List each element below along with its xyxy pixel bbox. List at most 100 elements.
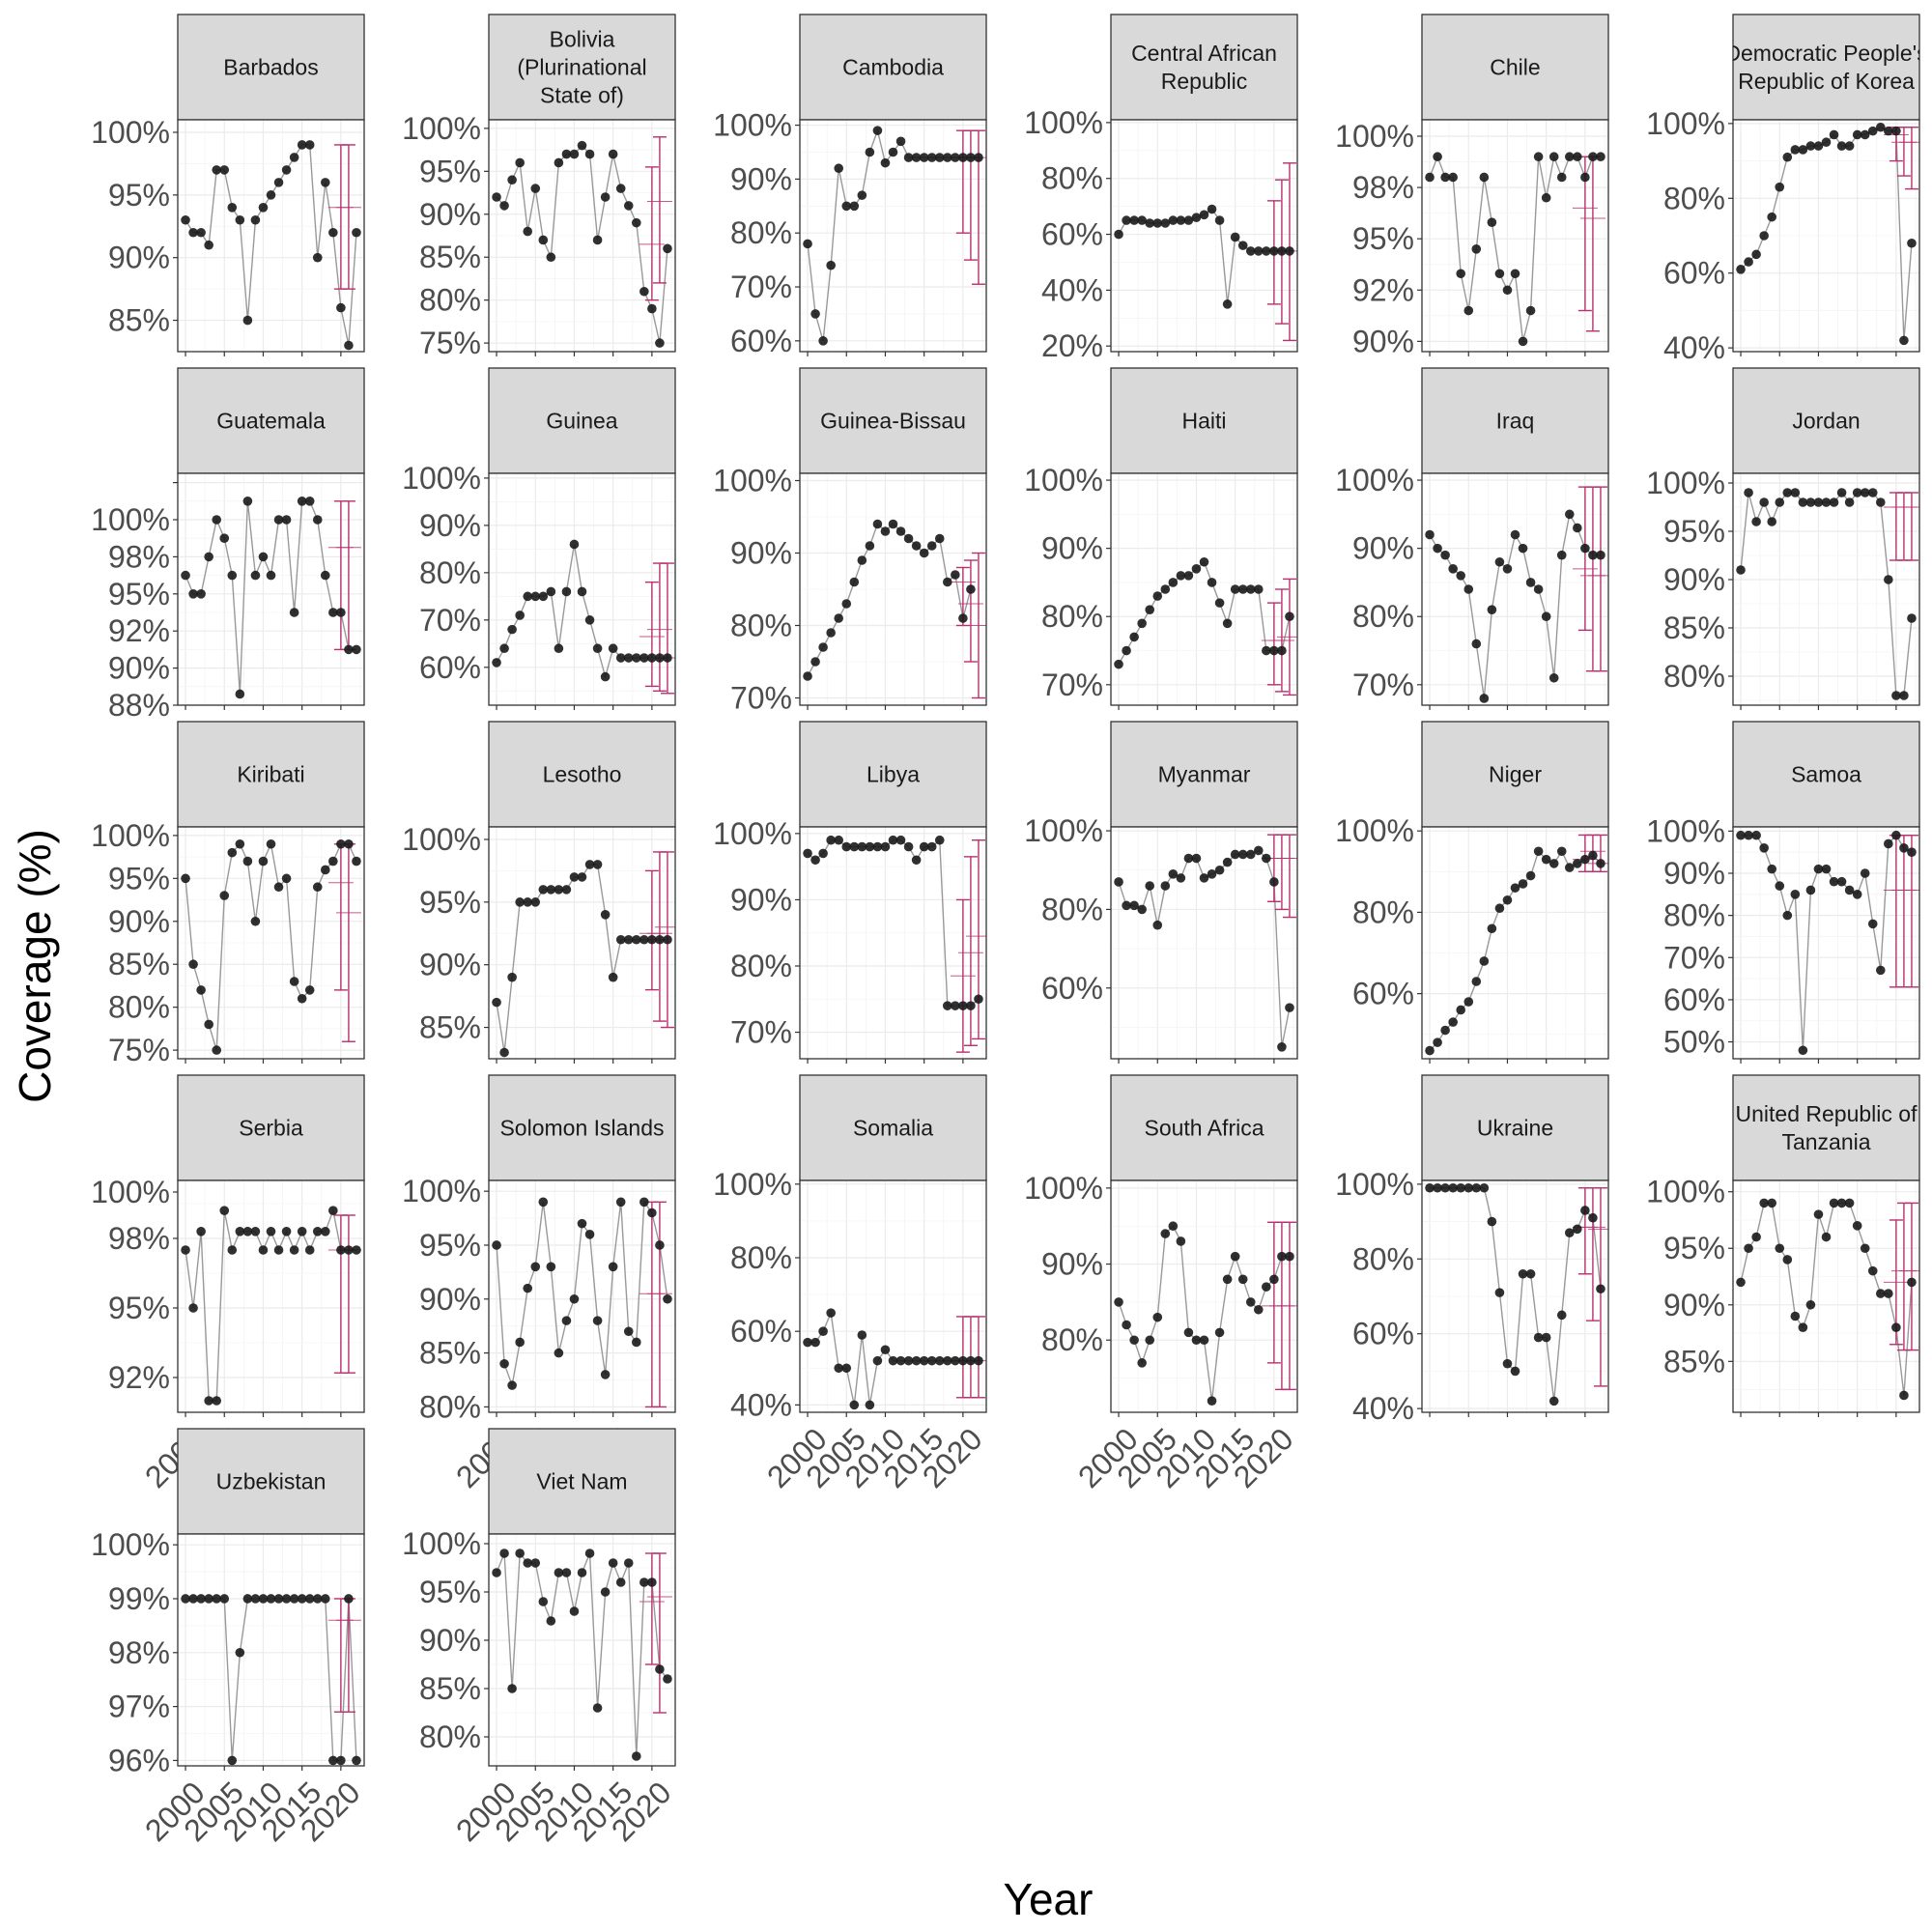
y-tick-label: 90% (1352, 324, 1414, 358)
data-point-2004 (834, 835, 844, 845)
data-point-2016 (1860, 868, 1870, 878)
data-point-2012 (1518, 1268, 1528, 1279)
data-point-2017 (1245, 584, 1256, 594)
panel-strip (177, 1074, 365, 1181)
y-tick-label: 98% (108, 1221, 170, 1256)
data-point-2001 (499, 1548, 509, 1558)
data-point-2015 (1230, 1251, 1240, 1262)
data-point-2014 (289, 1594, 299, 1604)
data-point-2006 (1471, 244, 1482, 254)
data-point-2006 (538, 885, 549, 895)
data-point-2012 (1518, 543, 1528, 554)
data-point-2022 (974, 1355, 983, 1366)
plot-background (1733, 827, 1919, 1059)
data-point-2015 (297, 497, 307, 506)
data-point-2009 (561, 586, 572, 597)
data-point-2009 (872, 1355, 883, 1366)
data-point-2017 (1556, 1310, 1567, 1321)
data-point-2009 (250, 1227, 261, 1236)
data-point-2013 (1525, 305, 1536, 316)
data-point-2010 (880, 841, 891, 852)
y-tick-label: 85% (419, 1336, 481, 1371)
data-point-2019 (328, 608, 338, 617)
data-point-2006 (227, 1755, 238, 1766)
data-point-2018 (1564, 152, 1575, 162)
data-point-2016 (926, 1355, 937, 1366)
data-point-2003 (204, 1019, 213, 1030)
data-point-2022 (352, 856, 361, 867)
panel-border (1421, 472, 1609, 706)
data-point-2000 (1736, 565, 1746, 575)
y-tick-label: 95% (108, 178, 170, 213)
data-point-2022 (1285, 1003, 1294, 1012)
data-point-2019 (1573, 859, 1582, 868)
panel-border (1732, 472, 1920, 706)
plot-background (1111, 827, 1297, 1059)
data-point-2004 (523, 897, 533, 907)
data-point-2021 (344, 1245, 354, 1255)
data-point-2014 (1533, 1332, 1544, 1343)
plot-background (489, 1180, 675, 1412)
y-tick-label: 20% (1041, 328, 1103, 363)
panel-title-line: Serbia (239, 1116, 303, 1141)
data-point-2011 (1821, 864, 1832, 874)
plot-background (800, 827, 986, 1059)
series (803, 1308, 986, 1410)
data-point-2008 (1798, 1045, 1808, 1056)
data-point-2018 (1875, 122, 1886, 132)
y-tick-label: 95% (1352, 221, 1414, 256)
y-tick-label: 70% (1352, 668, 1414, 702)
data-point-2013 (903, 1355, 914, 1366)
data-point-2020 (647, 934, 657, 945)
data-point-2009 (872, 841, 883, 852)
series (181, 838, 361, 1055)
data-point-2018 (1564, 509, 1575, 520)
data-point-2014 (1844, 141, 1855, 151)
data-point-2022 (663, 1674, 672, 1684)
data-point-2013 (1525, 578, 1536, 587)
data-point-2021 (655, 653, 665, 663)
data-point-2006 (227, 847, 238, 858)
data-point-2008 (865, 147, 875, 157)
data-point-2018 (631, 217, 641, 228)
panel-strip (799, 1074, 987, 1181)
data-point-2010 (1502, 895, 1513, 905)
data-point-2021 (655, 1664, 665, 1674)
data-point-2011 (1199, 556, 1209, 567)
plot-background (178, 1180, 364, 1412)
series (1736, 488, 1919, 700)
data-point-2017 (1867, 919, 1878, 929)
y-tick-label: 90% (108, 651, 170, 686)
panel-title-line: United Republic of (1736, 1101, 1918, 1126)
data-point-2017 (623, 934, 634, 945)
data-point-2006 (227, 1245, 238, 1255)
data-point-2021 (1899, 843, 1909, 853)
data-point-2002 (818, 336, 828, 346)
y-tick-label: 90% (419, 508, 481, 543)
data-point-2019 (1262, 246, 1271, 256)
data-point-2013 (592, 1703, 603, 1713)
data-point-2000 (492, 997, 501, 1008)
y-tick-label: 85% (419, 1671, 481, 1706)
data-point-2020 (1269, 246, 1279, 256)
data-point-2003 (515, 897, 525, 907)
data-point-2006 (849, 201, 860, 212)
y-tick-label: 80% (1663, 898, 1725, 933)
data-point-2019 (1884, 575, 1893, 584)
data-point-2006 (849, 577, 860, 587)
interval-2021 (646, 136, 672, 284)
data-point-2001 (810, 657, 820, 667)
data-point-2021 (655, 934, 665, 945)
series (803, 126, 986, 346)
data-point-2005 (841, 201, 852, 212)
y-tick-label: 100% (1646, 813, 1725, 848)
data-point-2001 (499, 1047, 509, 1058)
data-point-2003 (1759, 1198, 1769, 1208)
data-point-2005 (1775, 881, 1785, 891)
data-point-2002 (1129, 215, 1139, 225)
data-point-2002 (196, 985, 206, 995)
y-tick-label: 95% (419, 1228, 481, 1263)
interval-2022 (965, 552, 986, 699)
data-point-2002 (196, 1594, 206, 1604)
